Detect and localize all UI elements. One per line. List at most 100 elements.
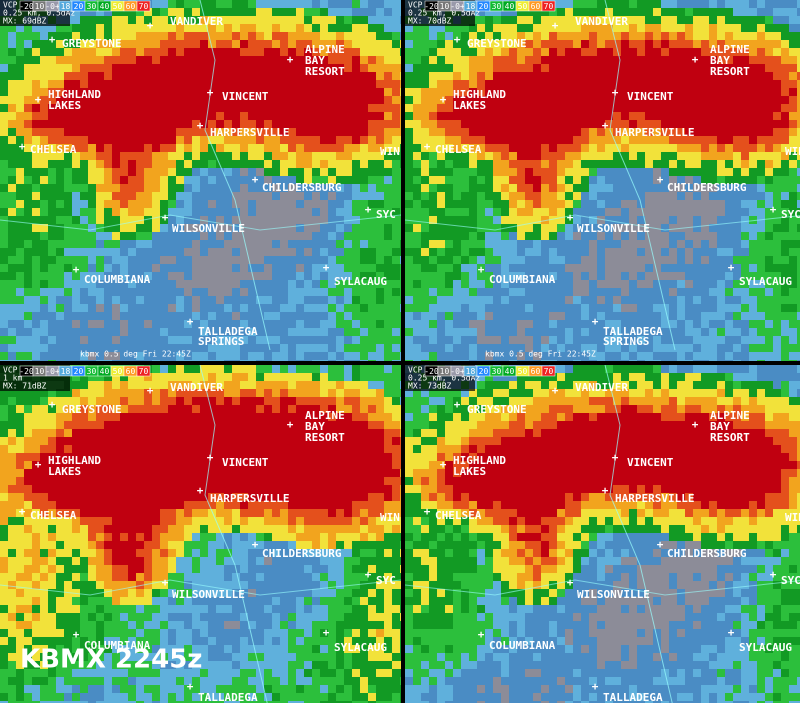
radar-cell (144, 336, 152, 344)
radar-cell (589, 104, 597, 112)
radar-cell (184, 192, 192, 200)
radar-cell (248, 136, 256, 144)
radar-cell (184, 296, 192, 304)
radar-cell (637, 32, 645, 40)
radar-cell (637, 320, 645, 328)
radar-cell (717, 24, 725, 32)
radar-cell (677, 96, 685, 104)
radar-cell (701, 208, 709, 216)
radar-cell (104, 224, 112, 232)
radar-cell (216, 112, 224, 120)
radar-cell (56, 240, 64, 248)
radar-cell (96, 389, 104, 397)
radar-cell (741, 56, 749, 64)
radar-cell (248, 144, 256, 152)
radar-cell (709, 280, 717, 288)
radar-cell (429, 120, 437, 128)
radar-cell (677, 248, 685, 256)
radar-cell (517, 344, 525, 352)
radar-cell (629, 304, 637, 312)
radar-cell (525, 232, 533, 240)
radar-cell (40, 280, 48, 288)
radar-cell (376, 373, 384, 381)
radar-cell (413, 48, 421, 56)
radar-cell (240, 365, 248, 373)
radar-cell (32, 360, 40, 361)
radar-cell (621, 336, 629, 344)
radar-cell (469, 304, 477, 312)
radar-cell (421, 312, 429, 320)
radar-cell (144, 184, 152, 192)
radar-cell (565, 40, 573, 48)
radar-cell (701, 280, 709, 288)
radar-cell (461, 176, 469, 184)
radar-cell (120, 272, 128, 280)
radar-cell (312, 104, 320, 112)
radar-cell (40, 344, 48, 352)
radar-cell (765, 224, 773, 232)
radar-cell (613, 288, 621, 296)
radar-cell (645, 248, 653, 256)
radar-cell (224, 232, 232, 240)
radar-cell (637, 272, 645, 280)
radar-cell (549, 144, 557, 152)
radar-cell (392, 312, 400, 320)
radar-cell (288, 288, 296, 296)
radar-cell (685, 304, 693, 312)
radar-cell (152, 184, 160, 192)
radar-cell (376, 256, 384, 264)
radar-cell (709, 144, 717, 152)
radar-cell (80, 224, 88, 232)
radar-cell (384, 72, 392, 80)
radar-cell (453, 136, 461, 144)
radar-cell (677, 272, 685, 280)
radar-cell (645, 256, 653, 264)
town-label: ALPINE (305, 43, 345, 56)
radar-cell (549, 184, 557, 192)
radar-cell (685, 8, 693, 16)
radar-cell (256, 104, 264, 112)
radar-cell (741, 192, 749, 200)
radar-cell (200, 32, 208, 40)
radar-cell (517, 16, 525, 24)
radar-cell (445, 272, 453, 280)
radar-cell (264, 112, 272, 120)
radar-cell (501, 168, 509, 176)
radar-cell (517, 24, 525, 32)
radar-cell (96, 312, 104, 320)
radar-cell (605, 232, 613, 240)
radar-cell (613, 208, 621, 216)
radar-cell (400, 352, 401, 360)
radar-cell (112, 80, 120, 88)
radar-cell (597, 64, 605, 72)
radar-cell (741, 16, 749, 24)
radar-cell (629, 312, 637, 320)
radar-cell (485, 80, 493, 88)
radar-cell (597, 72, 605, 80)
radar-cell (677, 352, 685, 360)
radar-cell (344, 200, 352, 208)
radar-cell (24, 120, 32, 128)
radar-cell (264, 160, 272, 168)
radar-cell (296, 16, 304, 24)
radar-cell (312, 112, 320, 120)
radar-cell (717, 176, 725, 184)
radar-cell (437, 272, 445, 280)
radar-cell (525, 184, 533, 192)
radar-cell (749, 248, 757, 256)
radar-cell (749, 304, 757, 312)
radar-cell (8, 160, 16, 168)
radar-cell (304, 72, 312, 80)
radar-cell (80, 389, 88, 397)
radar-cell (56, 152, 64, 160)
radar-cell (0, 389, 8, 397)
radar-cell (661, 160, 669, 168)
radar-cell (581, 200, 589, 208)
radar-cell (200, 88, 208, 96)
radar-cell (501, 40, 509, 48)
radar-cell (48, 389, 56, 397)
radar-cell (312, 192, 320, 200)
radar-cell (725, 32, 733, 40)
radar-cell (733, 136, 741, 144)
radar-cell (789, 0, 797, 8)
